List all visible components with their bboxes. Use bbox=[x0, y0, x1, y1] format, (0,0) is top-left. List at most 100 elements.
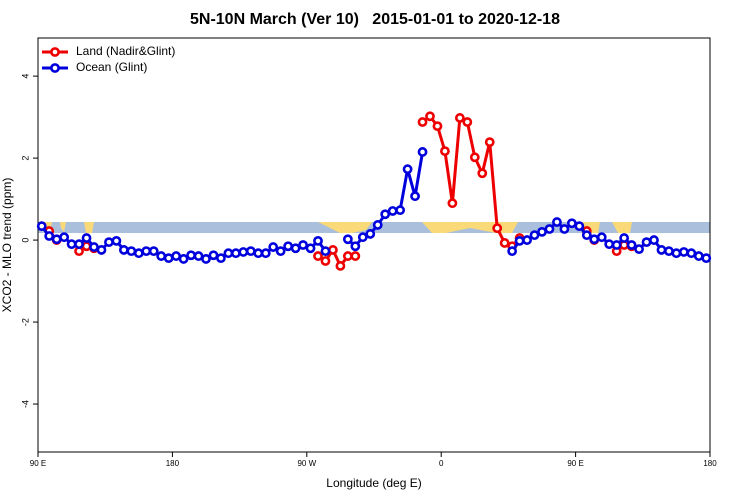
data-point bbox=[693, 251, 704, 261]
data-point bbox=[484, 137, 495, 148]
data-point bbox=[141, 246, 152, 257]
data-point bbox=[216, 253, 226, 264]
data-point bbox=[163, 253, 174, 264]
data-point bbox=[44, 231, 55, 241]
data-point bbox=[604, 239, 615, 250]
data-point bbox=[118, 245, 129, 255]
data-point bbox=[89, 242, 99, 252]
legend-label: Land (Nadir&Glint) bbox=[76, 44, 175, 58]
data-point bbox=[537, 226, 547, 237]
data-point bbox=[566, 218, 577, 229]
data-point bbox=[178, 254, 189, 264]
data-point bbox=[193, 251, 204, 261]
data-point bbox=[395, 205, 406, 216]
data-point bbox=[552, 217, 562, 227]
series-line bbox=[48, 114, 632, 269]
data-point bbox=[96, 245, 107, 255]
data-point bbox=[59, 232, 70, 243]
data-point bbox=[581, 230, 592, 241]
data-point bbox=[589, 234, 600, 245]
data-point bbox=[357, 232, 368, 243]
data-point bbox=[425, 111, 435, 122]
data-point bbox=[656, 245, 667, 255]
data-point bbox=[499, 238, 510, 248]
y-tick-label: -2 bbox=[20, 318, 30, 326]
data-point bbox=[454, 113, 465, 123]
data-point bbox=[133, 248, 144, 259]
data-point bbox=[74, 239, 84, 250]
data-point bbox=[671, 248, 682, 259]
data-point bbox=[290, 243, 301, 254]
data-point bbox=[626, 240, 637, 250]
data-point bbox=[544, 224, 555, 234]
plot-frame bbox=[37, 37, 711, 453]
data-point bbox=[313, 236, 323, 246]
data-point bbox=[126, 246, 137, 257]
data-point bbox=[342, 234, 353, 245]
data-point bbox=[477, 168, 488, 179]
data-point bbox=[350, 251, 361, 261]
data-point bbox=[260, 248, 271, 259]
data-point bbox=[529, 230, 540, 241]
data-point bbox=[417, 117, 428, 127]
data-point bbox=[634, 244, 644, 254]
x-tick-label: 90 E bbox=[567, 459, 583, 468]
legend-marker bbox=[50, 47, 60, 57]
data-point bbox=[320, 256, 331, 266]
data-point bbox=[81, 241, 92, 252]
data-point bbox=[664, 246, 674, 257]
data-point bbox=[410, 191, 420, 202]
data-point bbox=[298, 240, 308, 250]
data-point bbox=[619, 233, 630, 243]
data-point bbox=[417, 147, 428, 157]
data-point bbox=[283, 241, 294, 252]
data-point bbox=[432, 121, 443, 132]
data-point bbox=[208, 250, 219, 261]
data-point bbox=[447, 198, 458, 209]
data-point bbox=[36, 221, 47, 232]
data-point bbox=[313, 251, 323, 261]
data-point bbox=[462, 117, 473, 127]
y-tick-label: 2 bbox=[20, 156, 30, 161]
data-point bbox=[365, 229, 376, 239]
data-point bbox=[402, 164, 413, 175]
data-point bbox=[186, 250, 196, 261]
data-point bbox=[611, 240, 622, 250]
data-point bbox=[238, 247, 249, 257]
data-point bbox=[51, 234, 62, 245]
data-point bbox=[201, 254, 211, 264]
data-point bbox=[492, 223, 503, 234]
data-point bbox=[686, 248, 697, 259]
data-point bbox=[678, 247, 689, 257]
data-point bbox=[701, 253, 712, 264]
data-point bbox=[469, 152, 480, 163]
data-point bbox=[380, 209, 391, 220]
x-tick-label: 180 bbox=[166, 459, 180, 468]
data-point bbox=[81, 233, 92, 243]
data-point bbox=[328, 245, 338, 255]
data-point bbox=[596, 232, 607, 243]
data-point bbox=[320, 246, 331, 257]
y-tick-label: -4 bbox=[20, 400, 30, 408]
y-tick-label: 4 bbox=[20, 74, 30, 79]
legend-label: Ocean (Glint) bbox=[76, 60, 147, 74]
data-point bbox=[253, 248, 264, 259]
data-point bbox=[148, 246, 159, 257]
data-point bbox=[372, 220, 383, 230]
x-tick-label: 90 E bbox=[30, 459, 46, 468]
chart-title: 5N-10N March (Ver 10) 2015-01-01 to 2020… bbox=[190, 11, 560, 28]
data-point bbox=[171, 251, 182, 261]
data-point bbox=[559, 224, 570, 234]
y-tick-label: 0 bbox=[20, 238, 30, 243]
data-point bbox=[111, 236, 122, 246]
x-tick-label: 180 bbox=[703, 459, 717, 468]
data-point bbox=[335, 261, 346, 271]
data-point bbox=[268, 242, 279, 252]
data-point bbox=[574, 221, 585, 232]
data-point bbox=[440, 146, 450, 157]
data-point bbox=[275, 246, 286, 257]
data-point bbox=[641, 237, 652, 248]
data-point bbox=[350, 241, 361, 252]
data-point bbox=[387, 206, 398, 216]
